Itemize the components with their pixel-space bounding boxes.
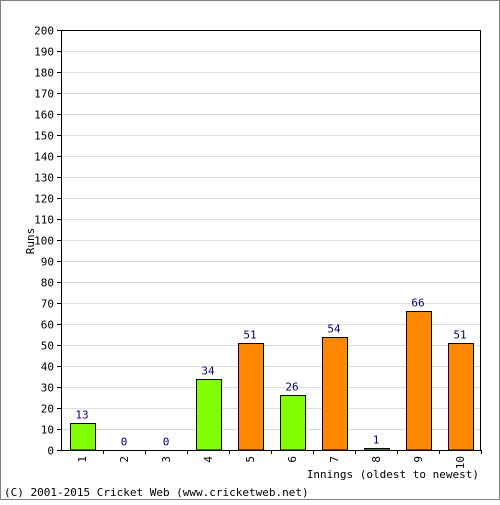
x-axis-title: Innings (oldest to newest)	[307, 468, 479, 481]
bar-value-label: 26	[285, 381, 298, 394]
bar	[364, 448, 390, 451]
x-tick-label: 1	[76, 456, 89, 463]
y-tick-label: 90	[41, 256, 54, 269]
x-tick-label: 5	[244, 456, 257, 463]
x-tick-label: 7	[328, 456, 341, 463]
x-tick-label: 3	[160, 456, 173, 463]
bar	[238, 343, 264, 451]
x-tick-label: 6	[286, 456, 299, 463]
bar	[448, 343, 474, 451]
y-tick-label: 50	[41, 340, 54, 353]
y-tick-label: 140	[34, 151, 54, 164]
y-tick-label: 130	[34, 172, 54, 185]
y-tick-label: 20	[41, 403, 54, 416]
bar-value-label: 54	[327, 323, 341, 336]
y-tick-label: 180	[34, 67, 54, 80]
bar-value-label: 66	[411, 297, 424, 310]
y-tick-label: 40	[41, 361, 54, 374]
bar	[406, 311, 432, 451]
bar-value-label: 1	[373, 434, 380, 447]
bar-value-label: 0	[163, 436, 170, 449]
bar-value-label: 51	[243, 329, 256, 342]
y-tick-label: 150	[34, 130, 54, 143]
x-tick-label: 10	[454, 456, 467, 469]
x-tick-label: 2	[118, 456, 131, 463]
data-labels: 13 0 0 34 51 26 54 1 66 51	[75, 297, 466, 449]
y-tick-label: 190	[34, 46, 54, 59]
y-tick-label: 170	[34, 88, 54, 101]
bar-value-label: 0	[121, 436, 128, 449]
y-axis-ticks: 0 10 20 30 40 50 60 70 80 90 100 110 120 130 140 150 160…	[34, 25, 61, 458]
y-tick-label: 10	[41, 424, 54, 437]
x-tick-label: 8	[370, 456, 383, 463]
x-tick-label: 9	[412, 456, 425, 463]
bars	[70, 311, 474, 451]
y-tick-label: 0	[47, 445, 54, 458]
y-tick-label: 30	[41, 382, 54, 395]
bar-value-label: 13	[75, 409, 88, 422]
bar	[322, 337, 348, 451]
bar	[196, 379, 222, 451]
y-axis-title: Runs	[24, 228, 37, 255]
y-tick-label: 80	[41, 277, 54, 290]
x-tick-label: 4	[202, 456, 215, 463]
y-tick-label: 120	[34, 193, 54, 206]
copyright-text: (C) 2001-2015 Cricket Web (www.cricketwe…	[4, 486, 309, 499]
y-tick-label: 60	[41, 319, 54, 332]
y-tick-label: 200	[34, 25, 54, 38]
bar-value-label: 51	[453, 329, 466, 342]
x-axis-ticks: 1 2 3 4 5 6 7 8 9 10	[76, 450, 482, 469]
plot-area-frame	[61, 30, 481, 451]
bar	[280, 395, 306, 451]
y-tick-label: 70	[41, 298, 54, 311]
bar-value-label: 34	[201, 365, 215, 378]
y-tick-label: 160	[34, 109, 54, 122]
bar	[70, 423, 96, 451]
y-tick-label: 110	[34, 214, 54, 227]
y-tick-label: 100	[34, 235, 54, 248]
